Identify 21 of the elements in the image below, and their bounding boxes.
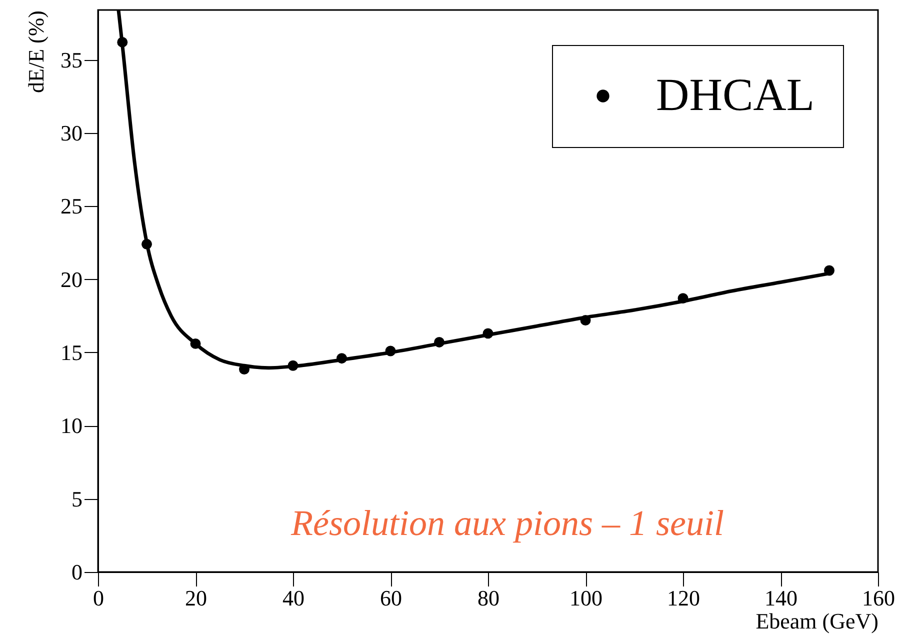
x-tick-label: 20 xyxy=(185,586,207,610)
y-tick-label: 25 xyxy=(60,194,82,219)
x-tick-label: 160 xyxy=(862,586,895,610)
x-axis-title: Ebeam (GeV) xyxy=(756,608,878,634)
y-tick-label: 0 xyxy=(72,560,82,584)
y-tick-label: 35 xyxy=(60,47,82,72)
y-tick-label: 10 xyxy=(60,413,82,438)
x-tick-label: 0 xyxy=(93,586,104,610)
annotation: Résolution aux pions – 1 seuil xyxy=(290,503,724,544)
x-tick-label: 100 xyxy=(570,586,602,610)
legend-label: DHCAL xyxy=(656,69,814,120)
x-tick-label: 60 xyxy=(380,586,402,610)
x-tick-label: 40 xyxy=(282,586,304,610)
y-tick-label: 20 xyxy=(60,266,82,292)
x-tick-label: 140 xyxy=(764,586,798,610)
y-axis-title: dE/E (%) xyxy=(24,10,48,93)
x-tick-label: 120 xyxy=(667,586,700,610)
x-tick-label: 80 xyxy=(478,586,500,610)
y-tick-label: 15 xyxy=(60,340,82,365)
y-tick-label: 30 xyxy=(60,120,82,146)
y-tick-label: 5 xyxy=(72,486,82,512)
